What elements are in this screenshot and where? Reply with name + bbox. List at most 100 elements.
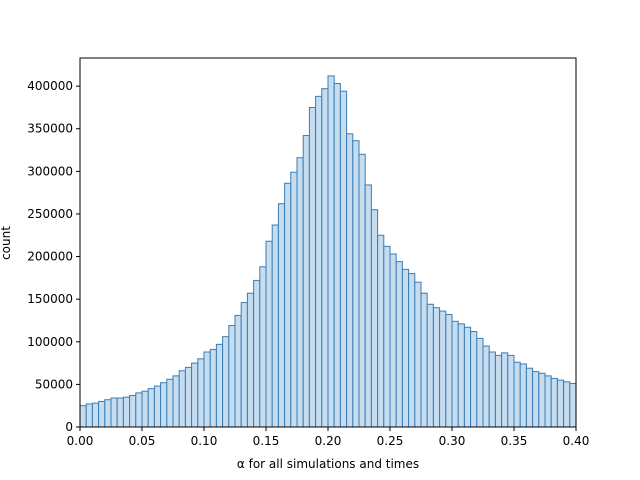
- bar: [389, 253, 397, 428]
- bar: [333, 83, 341, 428]
- bar: [401, 268, 410, 428]
- x-tick-label: 0.35: [501, 434, 528, 448]
- y-tick-label: 300000: [27, 164, 73, 178]
- bar: [439, 310, 447, 428]
- bar: [122, 396, 131, 428]
- bar: [79, 405, 87, 428]
- bar: [321, 88, 329, 428]
- bar: [457, 323, 465, 428]
- bar: [315, 95, 323, 428]
- y-tick-label: 150000: [27, 292, 73, 306]
- bar: [482, 345, 490, 428]
- bar: [556, 379, 565, 428]
- bar: [277, 203, 286, 428]
- bar: [445, 314, 453, 428]
- bar: [160, 382, 168, 428]
- bar: [259, 266, 267, 428]
- bar: [197, 358, 205, 428]
- y-tick-label: 400000: [27, 79, 73, 93]
- bar: [215, 343, 224, 428]
- bar: [85, 403, 93, 428]
- bar: [234, 314, 242, 428]
- bar: [184, 366, 193, 428]
- bar: [364, 184, 372, 428]
- y-tick-label: 100000: [27, 335, 73, 349]
- bar: [408, 273, 416, 428]
- bar: [513, 361, 521, 428]
- bar: [166, 378, 174, 428]
- bar: [470, 331, 478, 428]
- bar: [191, 362, 199, 428]
- bar: [569, 383, 577, 428]
- y-tick-label: 250000: [27, 207, 73, 221]
- bar: [240, 302, 248, 428]
- bar: [129, 394, 137, 428]
- bar: [116, 397, 124, 428]
- bar: [141, 390, 149, 428]
- bar: [358, 153, 366, 428]
- bar: [544, 375, 552, 428]
- bar: [284, 182, 292, 428]
- bar: [532, 371, 540, 428]
- bar: [228, 325, 236, 428]
- bar: [370, 209, 379, 428]
- bar: [451, 320, 459, 428]
- bar: [420, 292, 428, 428]
- bar: [339, 90, 348, 428]
- bar: [153, 385, 162, 428]
- y-tick-label: 0: [65, 420, 73, 434]
- bar: [253, 279, 261, 428]
- bar: [172, 375, 180, 428]
- bar: [302, 135, 310, 428]
- bar: [147, 388, 155, 428]
- y-tick-label: 50000: [35, 377, 73, 391]
- x-tick-label: 0.40: [563, 434, 590, 448]
- bar: [265, 240, 273, 428]
- bar: [377, 234, 385, 428]
- x-tick-label: 0.00: [67, 434, 94, 448]
- bar: [327, 75, 335, 428]
- bar: [290, 171, 298, 428]
- x-axis-label: α for all simulations and times: [237, 457, 419, 471]
- bar: [296, 157, 304, 428]
- bar: [135, 392, 143, 428]
- bar: [308, 106, 317, 428]
- bar: [383, 245, 391, 428]
- bar: [203, 351, 211, 428]
- x-tick-label: 0.20: [315, 434, 342, 448]
- x-tick-label: 0.25: [377, 434, 404, 448]
- bar: [538, 372, 546, 428]
- bar: [395, 261, 403, 428]
- bar: [494, 354, 503, 428]
- y-axis-label: count: [0, 226, 13, 260]
- bar: [507, 354, 515, 428]
- bar: [432, 307, 441, 428]
- bar: [91, 402, 100, 428]
- bar: [352, 140, 360, 428]
- bar: [178, 370, 186, 428]
- bar: [463, 326, 472, 428]
- bar: [271, 224, 279, 428]
- bar: [110, 397, 118, 428]
- bar: [501, 352, 509, 428]
- bar: [346, 133, 354, 428]
- bar: [525, 367, 534, 428]
- bar: [476, 337, 484, 428]
- y-tick-label: 200000: [27, 250, 73, 264]
- x-tick-label: 0.15: [253, 434, 280, 448]
- x-tick-label: 0.30: [439, 434, 466, 448]
- x-tick-label: 0.05: [129, 434, 156, 448]
- bar: [488, 351, 496, 428]
- bar: [519, 363, 527, 428]
- bar: [104, 399, 112, 428]
- y-tick-label: 350000: [27, 122, 73, 136]
- bar: [550, 377, 558, 428]
- bar: [246, 292, 255, 428]
- bar: [98, 400, 106, 428]
- x-tick-label: 0.10: [191, 434, 218, 448]
- bar: [414, 281, 422, 428]
- bar: [563, 381, 571, 428]
- bar: [209, 348, 217, 428]
